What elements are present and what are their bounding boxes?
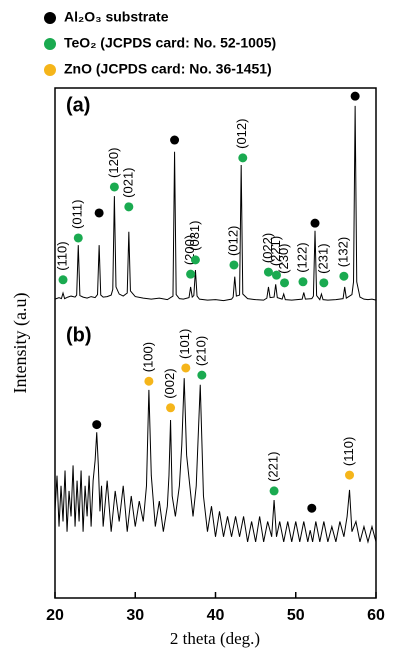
peak-label: (210) — [193, 336, 208, 366]
peak-label: (221) — [266, 452, 281, 482]
spectrum-line — [54, 105, 377, 302]
phase-marker — [339, 271, 349, 281]
phase-marker — [197, 370, 207, 380]
phase-marker — [310, 218, 320, 228]
phase-marker — [298, 277, 308, 287]
panel-label: (a) — [66, 94, 90, 116]
x-tick-label: 60 — [367, 607, 385, 624]
phase-marker — [166, 403, 176, 413]
phase-marker — [263, 267, 273, 277]
phase-marker — [238, 153, 248, 163]
phase-marker — [350, 91, 360, 101]
phase-marker — [269, 486, 279, 496]
peak-label: (012) — [225, 226, 240, 256]
peak-label: (110) — [341, 437, 356, 466]
y-axis-label: Intensity (a.u) — [10, 293, 31, 394]
legend-label: ZnO (JCPDS card: No. 36-1451) — [64, 61, 272, 77]
legend-marker — [44, 38, 56, 50]
peak-label: (100) — [140, 342, 155, 372]
x-tick-label: 40 — [207, 607, 225, 624]
x-axis-label: 2 theta (deg.) — [170, 629, 260, 648]
legend-label: TeO₂ (JCPDS card: No. 52-1005) — [64, 35, 276, 51]
phase-marker — [345, 470, 355, 480]
legend-label: Al₂O₃ substrate — [64, 9, 169, 25]
peak-label: (221) — [268, 236, 283, 266]
peak-label: (021) — [120, 167, 135, 197]
peak-label: (110) — [54, 241, 69, 270]
phase-marker — [92, 420, 102, 430]
peak-label: (011) — [70, 200, 85, 229]
x-tick-label: 50 — [287, 607, 305, 624]
phase-marker — [280, 278, 290, 288]
phase-marker — [186, 269, 196, 279]
peak-label: (012) — [234, 119, 249, 149]
peak-label: (120) — [106, 148, 121, 178]
spectrum-line — [54, 378, 377, 544]
peak-label: (101) — [177, 329, 192, 359]
phase-marker — [94, 208, 104, 218]
legend-marker — [44, 64, 56, 76]
peak-label: (231) — [315, 243, 330, 273]
phase-marker — [229, 260, 239, 270]
peak-label: (132) — [335, 237, 350, 267]
peak-label: (230) — [276, 243, 291, 273]
x-tick-label: 20 — [46, 607, 64, 624]
phase-marker — [271, 270, 281, 280]
peak-label: (002) — [162, 368, 177, 398]
phase-marker — [319, 278, 329, 288]
peak-label: (122) — [294, 242, 309, 272]
peak-label: (031) — [187, 221, 202, 251]
panel-label: (b) — [66, 324, 92, 346]
phase-marker — [170, 135, 180, 145]
phase-marker — [109, 182, 119, 192]
phase-marker — [58, 275, 68, 285]
phase-marker — [190, 255, 200, 265]
phase-marker — [181, 363, 191, 373]
phase-marker — [124, 202, 134, 212]
phase-marker — [307, 503, 317, 513]
phase-marker — [73, 233, 83, 243]
legend-marker — [44, 12, 56, 24]
peak-label: (022) — [260, 233, 275, 263]
phase-marker — [144, 376, 154, 386]
x-tick-label: 30 — [126, 607, 144, 624]
